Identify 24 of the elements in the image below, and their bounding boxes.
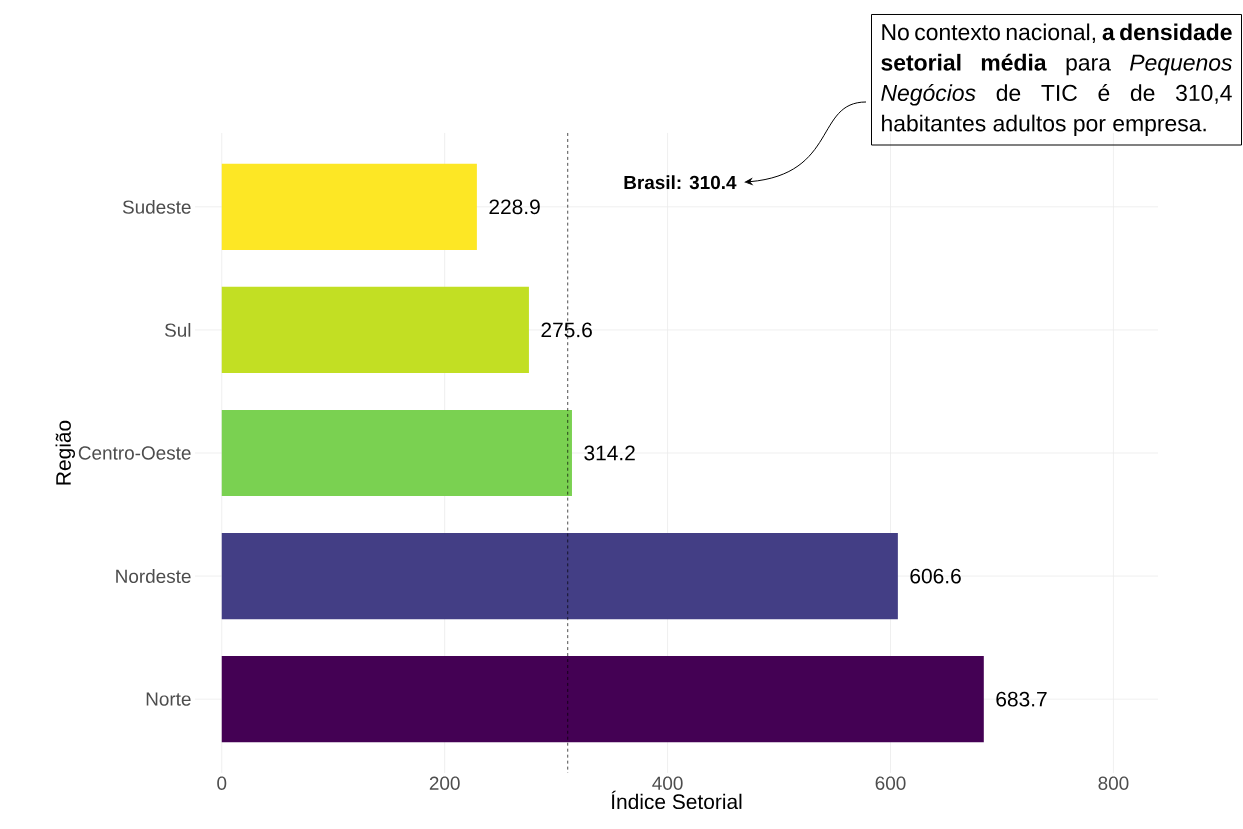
y-tick-label: Sudeste bbox=[122, 199, 191, 214]
data-label: 606.6 bbox=[910, 568, 961, 584]
bar bbox=[221, 532, 898, 620]
bar bbox=[221, 163, 477, 250]
y-tick-label: Norte bbox=[146, 692, 191, 706]
y-tick-label: Nordeste bbox=[116, 569, 191, 584]
bar bbox=[221, 286, 529, 373]
text: No contexto nacional, a densidade setorial média para Pequenos Negócios de TIC é de 310,4 habitantes adultos por empresa. bbox=[881, 23, 1233, 136]
bar bbox=[221, 656, 984, 743]
y-tick-label: Sul bbox=[164, 322, 191, 337]
data-label: 228.9 bbox=[489, 199, 540, 215]
data-label: 683.7 bbox=[996, 691, 1047, 707]
data-label: 275.6 bbox=[541, 322, 592, 338]
x-axis-title: Índice Setorial bbox=[611, 790, 742, 810]
x-tick-label: 600 bbox=[875, 776, 906, 790]
y-tick-label: Centro-Oeste bbox=[78, 446, 191, 460]
x-tick-label: 400 bbox=[652, 776, 683, 790]
x-tick-label: 800 bbox=[1098, 776, 1129, 790]
x-tick-label: 0 bbox=[217, 776, 227, 790]
y-axis-title: Região bbox=[55, 420, 76, 485]
bar bbox=[221, 409, 572, 497]
x-tick-label: 200 bbox=[429, 776, 460, 790]
ref-line-label: Brasil: 310.4 bbox=[624, 175, 737, 190]
data-label: 314.2 bbox=[584, 445, 635, 461]
